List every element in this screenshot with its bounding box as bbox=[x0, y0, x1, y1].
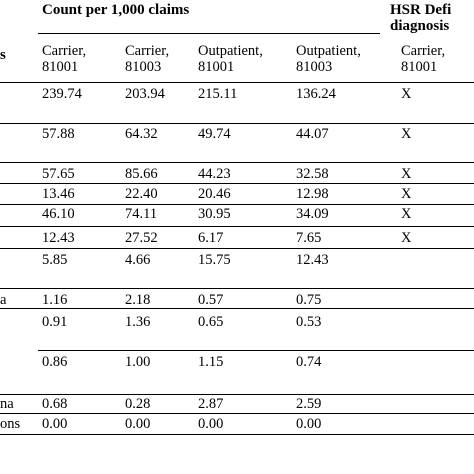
table-cell: 1.16 bbox=[42, 292, 68, 308]
table-cell: 203.94 bbox=[125, 86, 165, 102]
table-cell: 4.66 bbox=[125, 252, 151, 268]
table-cell: 20.46 bbox=[198, 186, 231, 202]
row-divider bbox=[0, 183, 474, 184]
table-cell: 0.74 bbox=[296, 354, 322, 370]
table-cell: 44.07 bbox=[296, 126, 329, 142]
table-cell: 2.59 bbox=[296, 396, 322, 412]
table-cell: 0.00 bbox=[198, 416, 224, 432]
table-cell: 0.00 bbox=[125, 416, 151, 432]
table-cell: 57.88 bbox=[42, 126, 75, 142]
table-cell: 34.09 bbox=[296, 206, 329, 222]
table-cell: X bbox=[401, 206, 412, 222]
table-cell: 2.18 bbox=[125, 292, 151, 308]
row-divider bbox=[0, 82, 474, 83]
table-cell: 2.87 bbox=[198, 396, 224, 412]
table-cell: X bbox=[401, 186, 412, 202]
table-cell: 12.43 bbox=[42, 230, 75, 246]
row-divider bbox=[0, 308, 474, 309]
table-cell: 0.68 bbox=[42, 396, 68, 412]
table-cell: X bbox=[401, 230, 412, 246]
table-cell: 15.75 bbox=[198, 252, 231, 268]
table-cell: 0.00 bbox=[42, 416, 68, 432]
column-header: Carrier, 81001 bbox=[42, 43, 87, 75]
table-cell: 1.00 bbox=[125, 354, 151, 370]
table-cell: 0.86 bbox=[42, 354, 68, 370]
table-cell: 6.17 bbox=[198, 230, 224, 246]
table-cell: 30.95 bbox=[198, 206, 231, 222]
table-cell: 13.46 bbox=[42, 186, 75, 202]
table-cell: 215.11 bbox=[198, 86, 238, 102]
table-cell: 27.52 bbox=[125, 230, 158, 246]
column-header: Outpatient, 81003 bbox=[296, 43, 361, 75]
row-divider bbox=[0, 288, 474, 289]
row-label: na bbox=[0, 396, 14, 412]
table-cell: 1.36 bbox=[125, 314, 151, 330]
table-cell: 22.40 bbox=[125, 186, 158, 202]
table-cell: 57.65 bbox=[42, 166, 75, 182]
table-cell: 0.57 bbox=[198, 292, 224, 308]
table-cell: 7.65 bbox=[296, 230, 322, 246]
table-cell: 32.58 bbox=[296, 166, 329, 182]
table-cell: 1.15 bbox=[198, 354, 224, 370]
table-cell: 0.65 bbox=[198, 314, 224, 330]
table-cell: 12.98 bbox=[296, 186, 329, 202]
table-cell: X bbox=[401, 126, 412, 142]
row-divider bbox=[0, 248, 474, 249]
table-cell: 0.75 bbox=[296, 292, 322, 308]
row-divider bbox=[0, 123, 474, 124]
table-cell: X bbox=[401, 166, 412, 182]
row-label: a bbox=[0, 292, 7, 308]
row-divider bbox=[38, 350, 474, 351]
row-divider bbox=[0, 226, 474, 227]
group-header-count: Count per 1,000 claims bbox=[42, 2, 190, 18]
column-header: Carrier, 81003 bbox=[125, 43, 170, 75]
table-cell: 0.91 bbox=[42, 314, 68, 330]
group-header-hsr: HSR Defi diagnosis bbox=[390, 2, 452, 34]
table-cell: 46.10 bbox=[42, 206, 75, 222]
table-cell: 0.53 bbox=[296, 314, 322, 330]
column-header: Outpatient, 81001 bbox=[198, 43, 263, 75]
row-divider bbox=[0, 434, 474, 435]
row-label-header: s bbox=[0, 47, 6, 63]
row-label: ons bbox=[0, 416, 21, 432]
table-cell: 136.24 bbox=[296, 86, 336, 102]
column-header: Carrier, 81001 bbox=[401, 43, 446, 75]
table-cell: 44.23 bbox=[198, 166, 231, 182]
table-cell: 5.85 bbox=[42, 252, 68, 268]
group-underline-left bbox=[38, 33, 380, 34]
table-cell: 12.43 bbox=[296, 252, 329, 268]
table-cell: 64.32 bbox=[125, 126, 158, 142]
row-divider bbox=[0, 162, 474, 163]
table-cell: X bbox=[401, 86, 412, 102]
table-cell: 85.66 bbox=[125, 166, 158, 182]
row-divider bbox=[0, 394, 474, 395]
row-divider bbox=[0, 204, 474, 205]
table-cell: 49.74 bbox=[198, 126, 231, 142]
table-cell: 0.28 bbox=[125, 396, 151, 412]
table-cell: 0.00 bbox=[296, 416, 322, 432]
row-divider bbox=[0, 413, 474, 414]
table-cell: 74.11 bbox=[125, 206, 158, 222]
table-cell: 239.74 bbox=[42, 86, 82, 102]
